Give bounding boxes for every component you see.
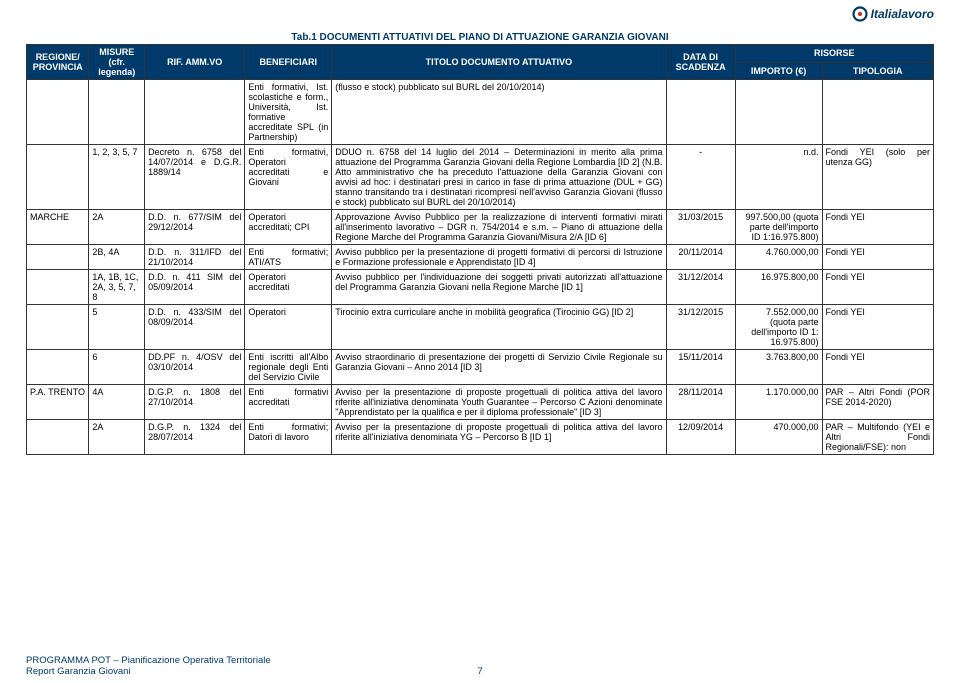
table-row: P.A. TRENTO4AD.G.P. n. 1808 del 27/10/20… <box>27 385 934 420</box>
footer-line2: Report Garanzia Giovani <box>26 666 460 677</box>
cell-data: 15/11/2014 <box>666 350 735 385</box>
brand-logo: Italialavoro <box>852 6 934 22</box>
cell-reg <box>27 270 89 305</box>
th-risorse: RISORSE <box>735 45 933 63</box>
table-row: 5D.D. n. 433/SIM del 08/09/2014Operatori… <box>27 305 934 350</box>
cell-reg: P.A. TRENTO <box>27 385 89 420</box>
cell-data: 20/11/2014 <box>666 245 735 270</box>
cell-imp: 470.000,00 <box>735 420 822 455</box>
cell-ben: Operatori <box>245 305 332 350</box>
cell-mis: 5 <box>89 305 145 350</box>
logo-icon <box>852 6 868 22</box>
cell-tit: Tirocinio extra curriculare anche in mob… <box>332 305 666 350</box>
page-number: 7 <box>460 666 500 677</box>
footer-line1: PROGRAMMA POT – Pianificazione Operativa… <box>26 655 460 666</box>
documents-table: REGIONE/ PROVINCIA MISURE (cfr. legenda)… <box>26 44 934 455</box>
cell-imp: 7.552.000,00 (quota parte dell'importo I… <box>735 305 822 350</box>
cell-reg <box>27 420 89 455</box>
cell-data: 12/09/2014 <box>666 420 735 455</box>
table-row: 2AD.G.P. n. 1324 del 28/07/2014Enti form… <box>27 420 934 455</box>
cell-mis: 2A <box>89 210 145 245</box>
cell-ben: Enti formativi, Operatori accreditati e … <box>245 145 332 210</box>
cell-rif: Decreto n. 6758 del 14/07/2014 e D.G.R. … <box>145 145 245 210</box>
cell-rif: D.D. n. 433/SIM del 08/09/2014 <box>145 305 245 350</box>
cell-imp: 997.500,00 (quota parte dell'importo ID … <box>735 210 822 245</box>
cell-imp: 1.170.000,00 <box>735 385 822 420</box>
cell-rif: D.G.P. n. 1324 del 28/07/2014 <box>145 420 245 455</box>
cell-tit: (flusso e stock) pubblicato sul BURL del… <box>332 80 666 145</box>
cell-reg <box>27 145 89 210</box>
cell-tipo: Fondi YEI (solo per utenza GG) <box>822 145 933 210</box>
cell-tit: Approvazione Avviso Pubblico per la real… <box>332 210 666 245</box>
cell-rif: D.G.P. n. 1808 del 27/10/2014 <box>145 385 245 420</box>
cell-rif: D.D. n. 677/SIM del 29/12/2014 <box>145 210 245 245</box>
cell-mis <box>89 80 145 145</box>
cell-ben: Enti formativi accreditati <box>245 385 332 420</box>
cell-tit: Avviso per la presentazione di proposte … <box>332 385 666 420</box>
cell-mis: 4A <box>89 385 145 420</box>
cell-reg: MARCHE <box>27 210 89 245</box>
cell-ben: Enti formativi; Datori di lavoro <box>245 420 332 455</box>
cell-tit: Avviso per la presentazione di proposte … <box>332 420 666 455</box>
cell-imp: 16.975.800,00 <box>735 270 822 305</box>
cell-tit: Avviso straordinario di presentazione de… <box>332 350 666 385</box>
cell-tipo: PAR – Altri Fondi (POR FSE 2014-2020) <box>822 385 933 420</box>
cell-ben: Enti iscritti all'Albo regionale degli E… <box>245 350 332 385</box>
th-rif: RIF. AMM.VO <box>145 45 245 80</box>
cell-mis: 1A, 1B, 1C, 2A, 3, 5, 7, 8 <box>89 270 145 305</box>
cell-tipo: PAR – Multifondo (YEI e Altri Fondi Regi… <box>822 420 933 455</box>
cell-mis: 2A <box>89 420 145 455</box>
cell-reg <box>27 305 89 350</box>
cell-tipo: Fondi YEI <box>822 210 933 245</box>
cell-imp: 4.760.000,00 <box>735 245 822 270</box>
cell-ben: Enti formativi, Ist. scolastiche e form.… <box>245 80 332 145</box>
th-misure: MISURE (cfr. legenda) <box>89 45 145 80</box>
cell-tit: Avviso pubblico per la presentazione di … <box>332 245 666 270</box>
th-ben: BENEFICIARI <box>245 45 332 80</box>
cell-rif: D.D. n. 411 SIM del 05/09/2014 <box>145 270 245 305</box>
table-row: 2B, 4AD.D. n. 311/IFD del 21/10/2014Enti… <box>27 245 934 270</box>
cell-mis: 2B, 4A <box>89 245 145 270</box>
table-row: Enti formativi, Ist. scolastiche e form.… <box>27 80 934 145</box>
table-caption: Tab.1 DOCUMENTI ATTUATIVI DEL PIANO DI A… <box>26 32 934 43</box>
cell-data: - <box>666 145 735 210</box>
cell-reg <box>27 350 89 385</box>
th-tipologia: TIPOLOGIA <box>822 62 933 80</box>
cell-tipo: Fondi YEI <box>822 270 933 305</box>
table-row: 6DD.PF n. 4/OSV del 03/10/2014Enti iscri… <box>27 350 934 385</box>
table-row: 1A, 1B, 1C, 2A, 3, 5, 7, 8D.D. n. 411 SI… <box>27 270 934 305</box>
cell-imp: 3.763.800,00 <box>735 350 822 385</box>
cell-data: 31/03/2015 <box>666 210 735 245</box>
cell-ben: Operatori accreditati <box>245 270 332 305</box>
cell-data <box>666 80 735 145</box>
cell-reg <box>27 80 89 145</box>
cell-rif: D.D. n. 311/IFD del 21/10/2014 <box>145 245 245 270</box>
cell-mis: 6 <box>89 350 145 385</box>
cell-data: 31/12/2014 <box>666 270 735 305</box>
cell-tit: DDUO n. 6758 del 14 luglio del 2014 – De… <box>332 145 666 210</box>
cell-rif: DD.PF n. 4/OSV del 03/10/2014 <box>145 350 245 385</box>
cell-tipo: Fondi YEI <box>822 245 933 270</box>
cell-imp <box>735 80 822 145</box>
table-row: MARCHE2AD.D. n. 677/SIM del 29/12/2014Op… <box>27 210 934 245</box>
cell-reg <box>27 245 89 270</box>
th-regione: REGIONE/ PROVINCIA <box>27 45 89 80</box>
th-titolo: TITOLO DOCUMENTO ATTUATIVO <box>332 45 666 80</box>
page-footer: PROGRAMMA POT – Pianificazione Operativa… <box>26 655 934 677</box>
cell-rif <box>145 80 245 145</box>
cell-tit: Avviso pubblico per l'individuazione dei… <box>332 270 666 305</box>
cell-mis: 1, 2, 3, 5, 7 <box>89 145 145 210</box>
cell-ben: Operatori accreditati; CPI <box>245 210 332 245</box>
cell-data: 28/11/2014 <box>666 385 735 420</box>
th-importo: IMPORTO (€) <box>735 62 822 80</box>
cell-tipo <box>822 80 933 145</box>
cell-tipo: Fondi YEI <box>822 305 933 350</box>
logo-text: Italialavoro <box>871 7 934 21</box>
cell-data: 31/12/2015 <box>666 305 735 350</box>
table-row: 1, 2, 3, 5, 7Decreto n. 6758 del 14/07/2… <box>27 145 934 210</box>
cell-imp: n.d. <box>735 145 822 210</box>
cell-tipo: Fondi YEI <box>822 350 933 385</box>
th-data: DATA DI SCADENZA <box>666 45 735 80</box>
cell-ben: Enti formativi; ATI/ATS <box>245 245 332 270</box>
